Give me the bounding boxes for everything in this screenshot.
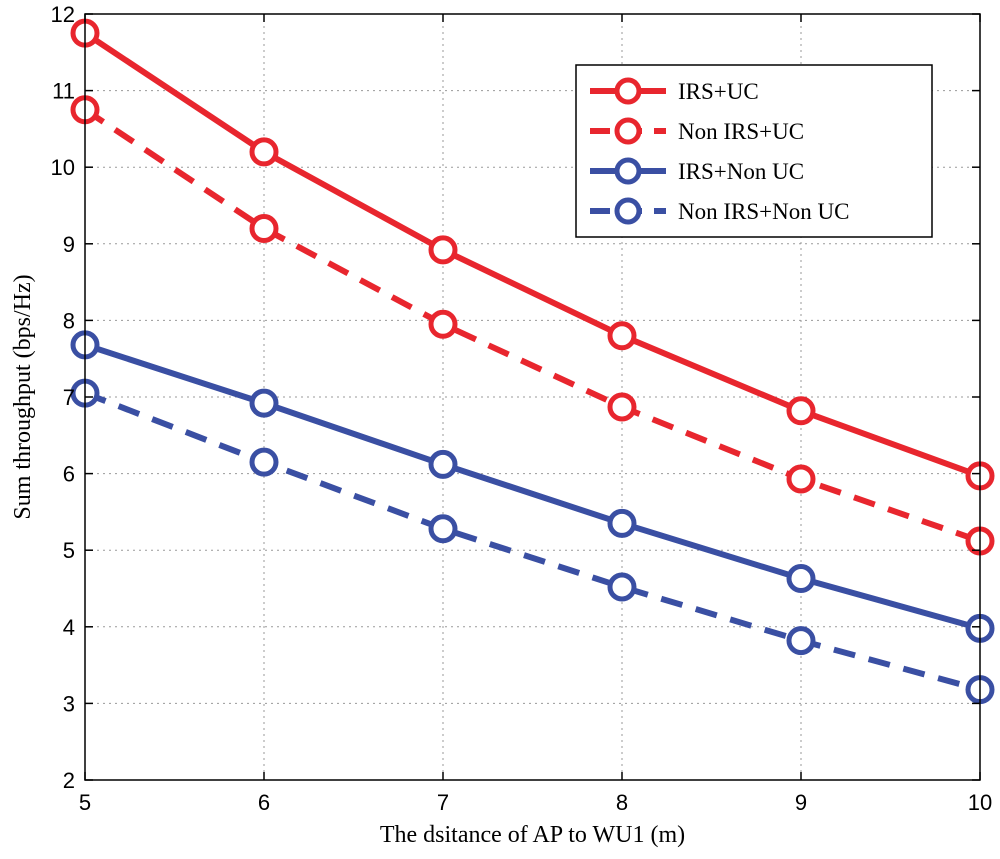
y-tick-label: 11 — [52, 79, 75, 104]
legend-label: Non IRS+UC — [678, 119, 804, 144]
x-tick-label: 5 — [79, 790, 91, 815]
legend-label: IRS+UC — [678, 79, 759, 104]
legend-marker — [614, 157, 642, 185]
data-point — [249, 137, 279, 167]
data-point — [249, 447, 279, 477]
series-irs-non-uc — [70, 330, 995, 643]
x-tick-label: 7 — [437, 790, 449, 815]
y-axis-title: Sum throughput (bps/Hz) — [10, 274, 36, 519]
legend-label: Non IRS+Non UC — [678, 199, 849, 224]
axis-ticks: 5 6 7 8 9 10 2 3 4 5 6 7 8 9 10 11 12 — [51, 2, 993, 815]
legend: IRS+UC Non IRS+UC IRS+Non UC Non IRS+Non UC — [575, 64, 933, 238]
data-point — [428, 449, 458, 479]
y-tick-label: 9 — [63, 232, 75, 257]
x-tick-label: 10 — [968, 790, 992, 815]
x-tick-label: 6 — [258, 790, 270, 815]
legend-label: IRS+Non UC — [678, 159, 804, 184]
series-non-irs-uc — [70, 95, 995, 556]
y-tick-label: 3 — [63, 691, 75, 716]
series-line — [84, 342, 981, 632]
y-tick-label: 10 — [51, 155, 75, 180]
y-tick-label: 8 — [63, 308, 75, 333]
series-line — [83, 30, 982, 479]
y-tick-label: 4 — [63, 615, 75, 640]
data-point — [607, 392, 637, 422]
data-point — [428, 514, 458, 544]
data-point — [786, 464, 816, 494]
series-line — [83, 107, 981, 544]
data-point — [249, 388, 279, 418]
data-point — [607, 321, 637, 351]
data-point — [428, 309, 458, 339]
legend-entry: IRS+UC — [590, 77, 759, 105]
data-point — [786, 564, 816, 594]
legend-entry: Non IRS+UC — [590, 117, 804, 145]
data-point — [786, 626, 816, 656]
data-point — [607, 508, 637, 538]
y-tick-label: 7 — [63, 385, 75, 410]
legend-marker — [614, 77, 642, 105]
legend-entry: IRS+Non UC — [590, 157, 804, 185]
y-tick-label: 12 — [51, 2, 75, 27]
y-tick-label: 6 — [63, 462, 75, 487]
series-line — [83, 390, 981, 693]
legend-entry: Non IRS+Non UC — [590, 197, 849, 225]
data-point — [428, 235, 458, 265]
legend-marker — [614, 117, 642, 145]
data-point — [607, 572, 637, 602]
x-tick-label: 9 — [795, 790, 807, 815]
data-point — [786, 396, 816, 426]
x-axis-title: The dsitance of AP to WU1 (m) — [380, 822, 685, 848]
y-tick-label: 5 — [63, 538, 75, 563]
y-tick-label: 2 — [63, 768, 75, 793]
data-point — [249, 213, 279, 243]
x-tick-label: 8 — [616, 790, 628, 815]
legend-marker — [614, 197, 642, 225]
